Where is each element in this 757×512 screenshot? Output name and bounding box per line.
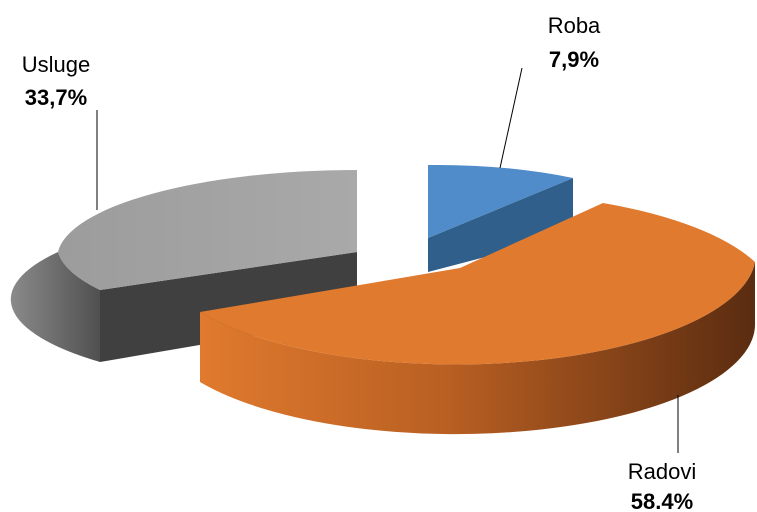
radovi-data-label: Radovi 58.4% xyxy=(628,459,696,512)
radovi-top-face xyxy=(200,203,755,365)
roba-label-name: Roba xyxy=(548,13,601,38)
roba-leader-line xyxy=(499,67,523,169)
radovi-label-value: 58.4% xyxy=(631,489,693,512)
pie-slice-usluge xyxy=(10,170,357,362)
pie-slice-radovi xyxy=(200,203,756,435)
roba-side-face xyxy=(428,178,573,272)
usluge-top-face xyxy=(58,170,357,290)
pie-slice-roba xyxy=(428,164,573,272)
usluge-label-value: 33,7% xyxy=(25,85,87,110)
roba-data-label: Roba 7,9% xyxy=(548,13,601,72)
usluge-outer-side xyxy=(10,252,101,362)
radovi-side-face xyxy=(200,262,756,435)
radovi-label-name: Radovi xyxy=(628,459,696,484)
usluge-label-name: Usluge xyxy=(22,52,90,77)
usluge-cut-side xyxy=(100,252,357,362)
roba-top-face xyxy=(428,164,573,238)
roba-label-value: 7,9% xyxy=(549,47,599,72)
usluge-data-label: Usluge 33,7% xyxy=(22,52,90,110)
